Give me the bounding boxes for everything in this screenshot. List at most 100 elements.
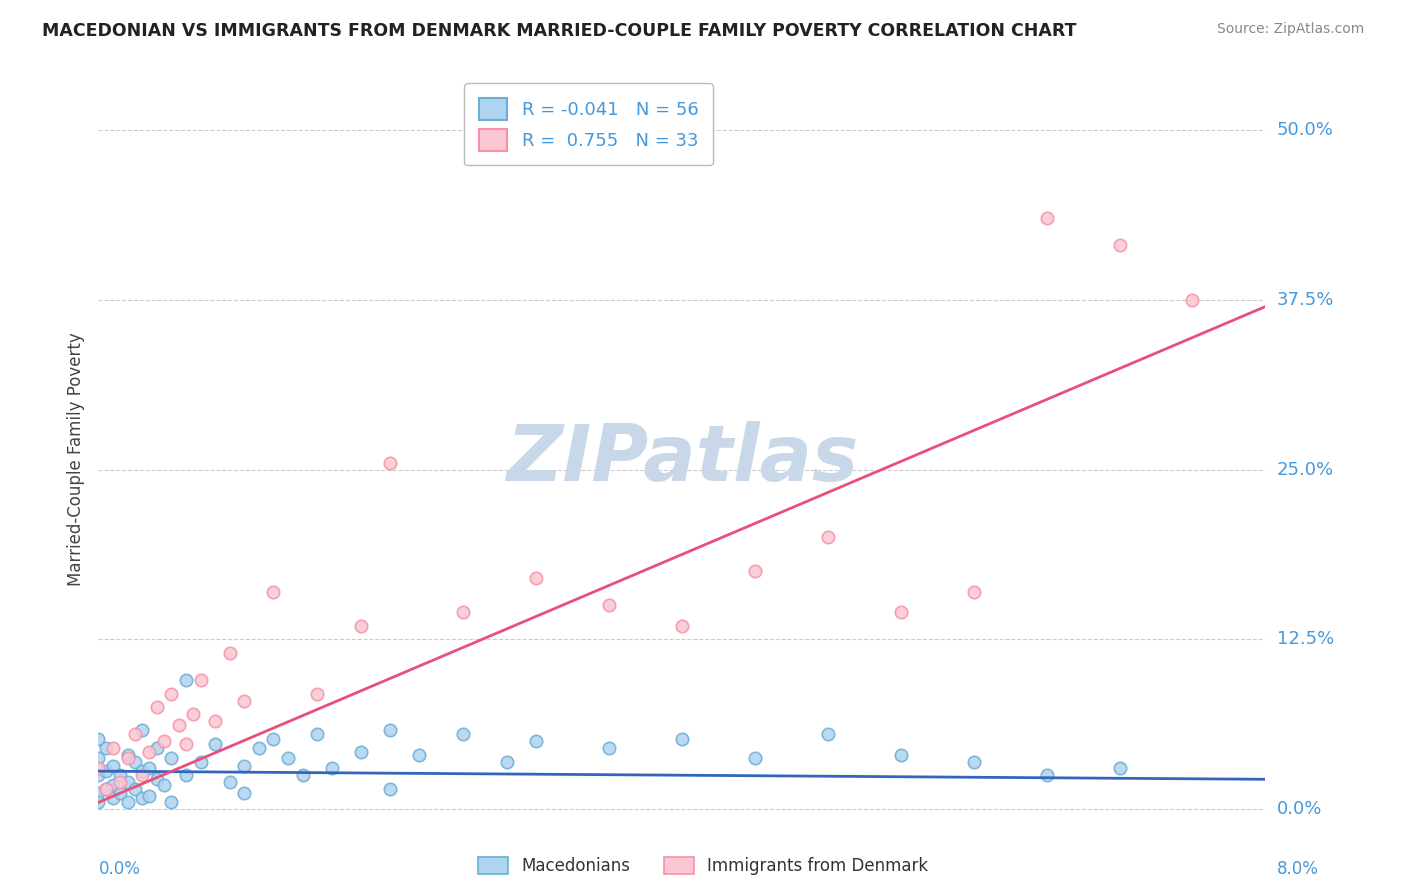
Point (233, 786, 256, 800)
Point (87, 796, 110, 810)
Point (218, 646, 240, 660)
Point (350, 745, 373, 759)
Point (408, 747, 430, 762)
Point (174, 673, 197, 687)
Legend: R = -0.041   N = 56, R =  0.755   N = 33: R = -0.041 N = 56, R = 0.755 N = 33 (464, 84, 713, 165)
Point (380, 781, 402, 796)
Point (101, 758, 124, 772)
Text: 0.0%: 0.0% (98, 860, 141, 878)
Point (962, 584, 984, 599)
Point (174, 737, 197, 751)
Point (94, 781, 117, 796)
Point (233, 758, 256, 772)
Point (321, 761, 343, 775)
Point (174, 768, 197, 782)
Text: Source: ZipAtlas.com: Source: ZipAtlas.com (1216, 22, 1364, 37)
Point (131, 764, 153, 779)
Point (190, 755, 212, 769)
Point (598, 741, 620, 756)
Point (262, 584, 284, 599)
Point (138, 761, 160, 775)
Point (451, 605, 474, 619)
Point (181, 707, 204, 722)
Point (380, 456, 402, 470)
Point (496, 755, 519, 769)
Point (87, 731, 110, 746)
Point (117, 796, 139, 810)
Point (131, 723, 153, 738)
Point (124, 727, 146, 741)
Point (350, 619, 373, 633)
Point (94, 764, 117, 779)
Point (262, 731, 284, 746)
Point (1108, 238, 1130, 252)
Point (124, 781, 146, 796)
Point (101, 778, 124, 792)
Text: MACEDONIAN VS IMMIGRANTS FROM DENMARK MARRIED-COUPLE FAMILY POVERTY CORRELATION : MACEDONIAN VS IMMIGRANTS FROM DENMARK MA… (42, 22, 1077, 40)
Point (160, 796, 183, 810)
Text: 50.0%: 50.0% (1277, 121, 1333, 139)
Point (890, 747, 912, 762)
Point (671, 619, 693, 633)
Text: 25.0%: 25.0% (1277, 460, 1334, 479)
Point (1035, 211, 1057, 226)
Point (744, 750, 766, 764)
Point (117, 747, 139, 762)
Point (451, 727, 474, 741)
Point (1181, 293, 1204, 307)
Point (190, 673, 212, 687)
Point (153, 778, 176, 792)
Point (101, 741, 124, 756)
Point (124, 755, 146, 769)
Y-axis label: Married-Couple Family Poverty: Married-Couple Family Poverty (66, 333, 84, 586)
Point (307, 687, 329, 701)
Point (146, 700, 169, 714)
Point (744, 565, 766, 579)
Point (138, 789, 160, 803)
Text: ZIPatlas: ZIPatlas (506, 421, 858, 498)
Point (131, 768, 153, 782)
Point (101, 791, 124, 805)
Point (671, 731, 693, 746)
Point (87, 786, 110, 800)
Point (94, 741, 117, 756)
Point (380, 723, 402, 738)
Point (138, 745, 160, 759)
Point (233, 693, 256, 707)
Point (204, 714, 226, 728)
Point (87, 750, 110, 764)
Point (277, 750, 299, 764)
Text: 8.0%: 8.0% (1277, 860, 1319, 878)
Point (160, 687, 183, 701)
Point (117, 750, 139, 764)
Point (291, 768, 314, 782)
Legend: Macedonians, Immigrants from Denmark: Macedonians, Immigrants from Denmark (470, 849, 936, 884)
Point (167, 718, 190, 732)
Point (110, 768, 132, 782)
Point (204, 737, 226, 751)
Point (598, 599, 620, 613)
Point (247, 741, 270, 756)
Point (890, 605, 912, 619)
Point (218, 775, 240, 789)
Point (131, 791, 153, 805)
Point (817, 727, 839, 741)
Point (146, 772, 169, 787)
Point (524, 734, 547, 748)
Point (1035, 768, 1057, 782)
Point (87, 761, 110, 775)
Point (146, 741, 169, 756)
Point (110, 775, 132, 789)
Point (110, 786, 132, 800)
Point (160, 750, 183, 764)
Point (1108, 761, 1130, 775)
Point (117, 775, 139, 789)
Text: 0.0%: 0.0% (1277, 800, 1322, 818)
Point (307, 727, 329, 741)
Point (94, 781, 117, 796)
Point (87, 768, 110, 782)
Point (817, 531, 839, 545)
Point (524, 571, 547, 585)
Point (153, 734, 176, 748)
Text: 12.5%: 12.5% (1277, 631, 1334, 648)
